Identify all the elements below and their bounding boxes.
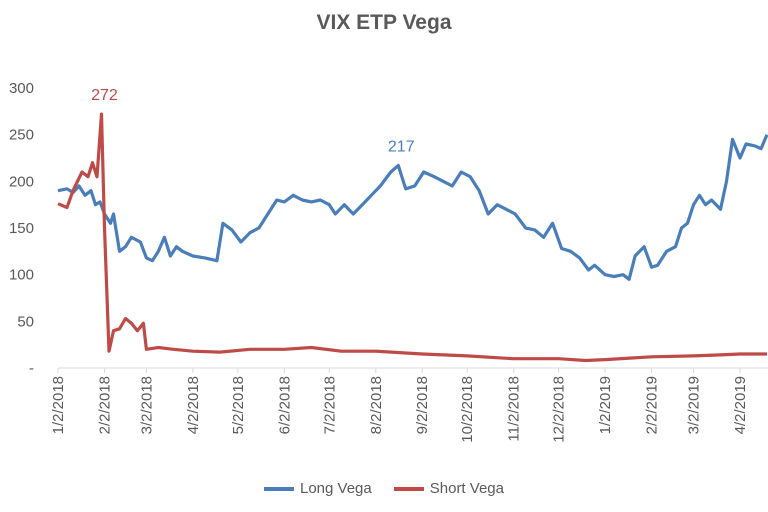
legend-item-short-vega: Short Vega (393, 480, 504, 497)
x-tick-label: 4/2/2018 (185, 376, 202, 434)
y-tick-label: 150 (9, 220, 34, 237)
x-tick-label: 7/2/2018 (321, 376, 338, 434)
x-tick-label: 1/2/2018 (50, 376, 67, 434)
x-tick-label: 9/2/2018 (414, 376, 431, 434)
series-line-long-vega (57, 134, 768, 281)
y-tick-label: - (29, 360, 34, 377)
legend-swatch-short-vega (393, 486, 424, 491)
data-label: 272 (91, 87, 118, 104)
series-line-short-vega (57, 112, 767, 363)
x-tick-label: 10/2/2018 (459, 376, 476, 443)
y-tick-label: 50 (17, 313, 34, 330)
x-tick-label: 5/2/2018 (230, 376, 247, 434)
x-tick-label: 2/2/2018 (96, 376, 113, 434)
x-tick-label: 3/2/2018 (138, 376, 155, 434)
y-tick-label: 300 (9, 80, 34, 97)
x-tick-label: 1/2/2019 (597, 376, 614, 434)
y-tick-label: 200 (9, 173, 34, 190)
x-tick-label: 3/2/2019 (686, 376, 703, 434)
data-label: 217 (388, 138, 415, 155)
y-tick-label: 250 (9, 127, 34, 144)
chart-title: VIX ETP Vega (316, 11, 452, 34)
x-tick-label: 4/2/2019 (732, 376, 749, 434)
legend-item-long-vega: Long Vega (264, 480, 372, 497)
x-tick-label: 6/2/2018 (276, 376, 293, 434)
legend-swatch-long-vega (264, 486, 294, 491)
x-tick-label: 2/2/2019 (644, 376, 661, 434)
legend: Long Vega Short Vega (0, 480, 768, 497)
x-tick-label: 8/2/2018 (368, 376, 385, 434)
x-tick-label: 11/2/2018 (506, 376, 523, 442)
legend-label-long-vega: Long Vega (300, 480, 372, 497)
legend-label-short-vega: Short Vega (429, 480, 504, 497)
x-tick-label: 12/2/2018 (551, 376, 568, 443)
y-tick-label: 100 (9, 267, 34, 284)
